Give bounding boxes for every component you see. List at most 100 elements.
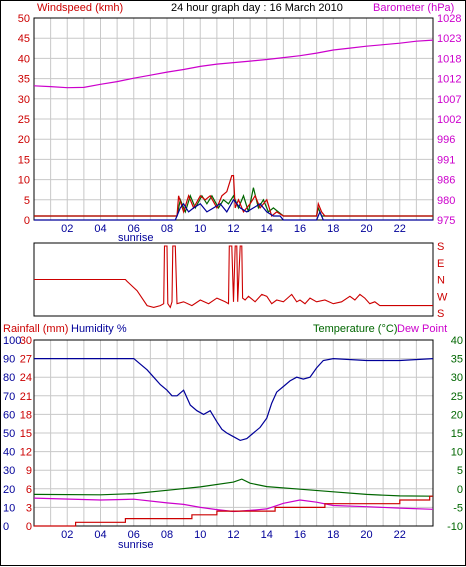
rainfall-tick-labels: 0 3 6 9 12 15 18 21 24 27 30 <box>20 335 32 533</box>
direction-tick: W <box>437 291 448 303</box>
temperature-tick: 20 <box>451 409 463 421</box>
direction-tick: E <box>437 258 444 270</box>
rainfall-tick: 30 <box>20 335 32 347</box>
wind-plot-border <box>33 17 434 221</box>
temperature-tick: 25 <box>451 391 463 403</box>
temperature-tick: 15 <box>451 428 463 440</box>
temperature-tick: 40 <box>451 335 463 347</box>
sunrise-label-bottom: sunrise <box>118 539 153 551</box>
windspeed-tick: 40 <box>18 53 30 65</box>
windspeed-tick: 0 <box>24 215 30 227</box>
time-tick-labels: 02 04 06 08 10 12 14 16 18 20 22 <box>61 223 406 235</box>
temperature-tick: -5 <box>453 502 463 514</box>
humidity-tick: 20 <box>3 484 15 496</box>
windspeed-tick: 5 <box>24 195 30 207</box>
rainfall-tick: 24 <box>20 372 32 384</box>
wind-direction-line <box>34 245 433 309</box>
time-tick: 02 <box>61 529 73 541</box>
time-tick: 18 <box>327 529 339 541</box>
barometer-tick: 1002 <box>437 114 461 126</box>
wind-gridlines <box>34 18 433 220</box>
barometer-tick: 991 <box>437 154 455 166</box>
time-tick: 06 <box>128 223 140 235</box>
time-tick: 08 <box>161 529 173 541</box>
barometer-tick: 1023 <box>437 33 461 45</box>
time-tick: 20 <box>360 223 372 235</box>
rainfall-tick: 6 <box>26 484 32 496</box>
barometer-tick: 986 <box>437 175 455 187</box>
humidity-tick: 60 <box>3 409 15 421</box>
humidity-tick: 10 <box>3 502 15 514</box>
time-tick: 16 <box>294 529 306 541</box>
time-tick: 08 <box>161 223 173 235</box>
direction-tick: S <box>437 308 444 320</box>
windspeed-tick: 50 <box>18 13 30 25</box>
barometer-axis-label: Barometer (hPa) <box>373 2 454 14</box>
time-tick: 14 <box>261 529 273 541</box>
humidity-tick: 80 <box>3 372 15 384</box>
temperature-tick: 0 <box>457 484 463 496</box>
dewpoint-line <box>33 497 434 513</box>
windspeed-tick: 30 <box>18 94 30 106</box>
barometer-tick: 1028 <box>437 13 461 25</box>
rainfall-tick: 21 <box>20 391 32 403</box>
time-tick: 12 <box>227 223 239 235</box>
rainfall-tick: 0 <box>26 521 32 533</box>
time-tick: 14 <box>261 223 273 235</box>
temperature-tick: 35 <box>451 354 463 366</box>
windspeed-tick: 15 <box>18 154 30 166</box>
rainfall-tick: 15 <box>20 428 32 440</box>
barometer-tick: 980 <box>437 195 455 207</box>
barometer-tick: 1007 <box>437 94 461 106</box>
barometer-tick-labels: 975 980 986 991 996 1002 1007 1012 1018 1023 1028 <box>437 13 461 227</box>
temperature-tick-labels: -10 -5 0 5 10 15 20 25 30 35 40 <box>447 335 463 533</box>
humidity-tick: 40 <box>3 447 15 459</box>
time-tick: 02 <box>61 223 73 235</box>
time-tick: 10 <box>194 529 206 541</box>
temperature-tick: 30 <box>451 372 463 384</box>
bottom-time-tick-labels: 02 04 06 08 10 12 14 16 18 20 22 <box>61 529 406 541</box>
time-tick: 20 <box>360 529 372 541</box>
humidity-line <box>34 357 434 442</box>
rainfall-tick: 27 <box>20 354 32 366</box>
windspeed-tick: 10 <box>18 175 30 187</box>
windspeed-axis-label: Windspeed (kmh) <box>37 2 123 14</box>
time-tick: 22 <box>394 529 406 541</box>
barometer-tick: 1018 <box>437 53 461 65</box>
rainfall-tick: 9 <box>26 465 32 477</box>
bottom-plot-border <box>33 339 434 527</box>
sunrise-label: sunrise <box>118 232 153 244</box>
time-tick: 22 <box>394 223 406 235</box>
average-wind-line <box>34 198 433 221</box>
time-tick: 10 <box>194 223 206 235</box>
rainfall-tick: 12 <box>20 447 32 459</box>
humidity-axis-label: Humidity % <box>71 323 127 335</box>
temperature-tick: 10 <box>451 447 463 459</box>
humidity-tick: 90 <box>3 354 15 366</box>
humidity-tick-labels: 0 10 20 30 40 50 60 70 80 90 100 <box>3 335 21 533</box>
humidity-tick: 50 <box>3 428 15 440</box>
rainfall-tick: 18 <box>20 409 32 421</box>
direction-tick: S <box>437 241 444 253</box>
barometer-tick: 1012 <box>437 74 461 86</box>
barometer-tick: 996 <box>437 134 455 146</box>
windspeed-tick: 45 <box>18 33 30 45</box>
time-tick: 04 <box>94 223 106 235</box>
barometer-tick: 975 <box>437 215 455 227</box>
temperature-axis-label: Temperature (°C) <box>313 323 397 335</box>
windspeed-tick-labels: 0 5 10 15 20 25 30 35 40 45 50 <box>18 13 30 227</box>
time-tick: 12 <box>227 529 239 541</box>
rainfall-axis-label: Rainfall (mm) <box>3 323 68 335</box>
humidity-tick: 30 <box>3 465 15 477</box>
humidity-tick: 70 <box>3 391 15 403</box>
time-tick: 04 <box>94 529 106 541</box>
gust-line <box>34 175 433 218</box>
humidity-tick: 100 <box>3 335 21 347</box>
windspeed-tick: 35 <box>18 74 30 86</box>
time-tick: 18 <box>327 223 339 235</box>
